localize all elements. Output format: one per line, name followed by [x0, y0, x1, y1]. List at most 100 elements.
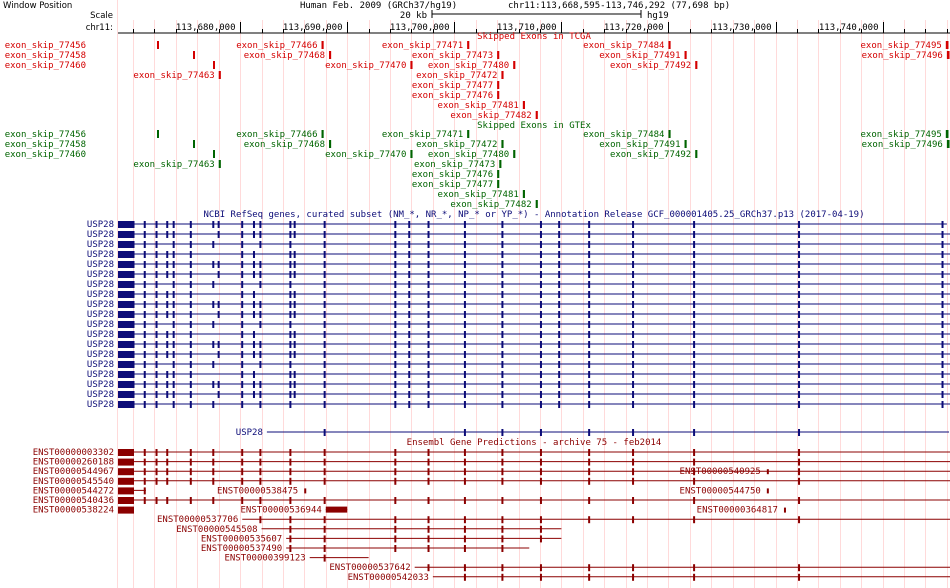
refseq-exon[interactable]: [293, 271, 296, 278]
ensembl-transcript-label[interactable]: ENST00000538475: [217, 486, 298, 496]
ensembl-exon[interactable]: [588, 468, 591, 476]
refseq-exon[interactable]: [189, 251, 192, 258]
ensembl-exon[interactable]: [289, 468, 292, 476]
refseq-gene-label[interactable]: USP28: [87, 370, 114, 380]
ensembl-exon[interactable]: [155, 468, 158, 476]
refseq-exon[interactable]: [539, 429, 542, 436]
ensembl-exon[interactable]: [323, 468, 326, 476]
refseq-exon[interactable]: [189, 351, 192, 358]
ensembl-exon[interactable]: [289, 477, 292, 485]
refseq-exon[interactable]: [259, 391, 262, 398]
refseq-exon[interactable]: [143, 241, 146, 248]
refseq-exon[interactable]: [588, 281, 591, 288]
refseq-exon[interactable]: [463, 351, 466, 358]
refseq-exon[interactable]: [143, 291, 146, 298]
refseq-exon[interactable]: [558, 291, 561, 298]
refseq-exon[interactable]: [155, 301, 158, 308]
refseq-exon[interactable]: [394, 331, 397, 338]
refseq-exon[interactable]: [289, 361, 292, 368]
refseq-exon[interactable]: [132, 341, 135, 348]
refseq-exon[interactable]: [463, 281, 466, 288]
refseq-exon[interactable]: [798, 371, 801, 378]
refseq-exon[interactable]: [172, 341, 175, 348]
refseq-gene-label[interactable]: USP28: [87, 380, 114, 390]
ensembl-exon[interactable]: [501, 497, 504, 504]
exon-skip-label[interactable]: exon_skip_77482: [450, 200, 531, 210]
exon-skip-label[interactable]: exon_skip_77484: [583, 130, 664, 140]
refseq-exon[interactable]: [427, 401, 430, 408]
refseq-exon[interactable]: [558, 271, 561, 278]
refseq-exon[interactable]: [259, 261, 262, 268]
ensembl-exon[interactable]: [632, 468, 635, 476]
refseq-exon[interactable]: [323, 271, 326, 278]
ensembl-exon[interactable]: [693, 564, 696, 572]
refseq-exon[interactable]: [217, 231, 220, 238]
refseq-exon[interactable]: [252, 261, 255, 268]
refseq-exon[interactable]: [118, 251, 134, 258]
refseq-exon[interactable]: [172, 281, 175, 288]
ensembl-exon[interactable]: [323, 516, 326, 524]
refseq-exon[interactable]: [172, 321, 175, 328]
refseq-exon[interactable]: [155, 241, 158, 248]
refseq-exon[interactable]: [798, 271, 801, 278]
ensembl-exon[interactable]: [427, 449, 430, 456]
refseq-exon[interactable]: [132, 361, 135, 368]
refseq-exon[interactable]: [289, 241, 292, 248]
exon-skip-label[interactable]: exon_skip_77456: [5, 130, 86, 140]
ensembl-exon[interactable]: [693, 477, 696, 485]
refseq-exon[interactable]: [427, 361, 430, 368]
refseq-exon[interactable]: [693, 381, 696, 388]
refseq-exon[interactable]: [394, 381, 397, 388]
refseq-exon[interactable]: [941, 311, 944, 318]
refseq-exon[interactable]: [259, 231, 262, 238]
refseq-exon[interactable]: [212, 261, 215, 268]
refseq-exon[interactable]: [323, 301, 326, 308]
refseq-gene-label[interactable]: USP28: [87, 330, 114, 340]
refseq-exon[interactable]: [155, 281, 158, 288]
refseq-exon[interactable]: [241, 301, 244, 308]
refseq-exon[interactable]: [289, 311, 292, 318]
ensembl-exon[interactable]: [166, 497, 169, 504]
refseq-exon[interactable]: [241, 381, 244, 388]
refseq-exon[interactable]: [217, 261, 220, 268]
refseq-exon[interactable]: [394, 241, 397, 248]
ensembl-transcript-label[interactable]: ENST00000542033: [348, 573, 429, 583]
exon-skip-label[interactable]: exon_skip_77477: [412, 180, 493, 190]
refseq-exon[interactable]: [155, 361, 158, 368]
refseq-exon[interactable]: [408, 301, 411, 308]
refseq-exon[interactable]: [501, 401, 504, 408]
refseq-exon[interactable]: [588, 321, 591, 328]
refseq-exon[interactable]: [241, 391, 244, 398]
refseq-exon[interactable]: [539, 381, 542, 388]
refseq-exon[interactable]: [289, 381, 292, 388]
exon-skip-feature[interactable]: [695, 150, 698, 158]
exon-skip-label[interactable]: exon_skip_77492: [610, 150, 691, 160]
exon-skip-label[interactable]: exon_skip_77492: [610, 61, 691, 71]
refseq-exon[interactable]: [463, 321, 466, 328]
refseq-exon[interactable]: [941, 351, 944, 358]
refseq-exon[interactable]: [539, 251, 542, 258]
refseq-exon[interactable]: [323, 351, 326, 358]
ensembl-exon[interactable]: [693, 458, 696, 466]
refseq-exon[interactable]: [172, 241, 175, 248]
refseq-exon[interactable]: [941, 221, 944, 228]
refseq-exon[interactable]: [588, 391, 591, 398]
refseq-exon[interactable]: [259, 311, 262, 318]
refseq-exon[interactable]: [252, 251, 255, 258]
refseq-exon[interactable]: [394, 341, 397, 348]
refseq-exon[interactable]: [289, 251, 292, 258]
refseq-exon[interactable]: [408, 401, 411, 408]
refseq-exon[interactable]: [143, 361, 146, 368]
refseq-gene-label[interactable]: USP28: [87, 230, 114, 240]
exon-skip-label[interactable]: exon_skip_77466: [236, 130, 317, 140]
refseq-exon[interactable]: [172, 351, 175, 358]
ensembl-exon[interactable]: [539, 449, 542, 456]
refseq-exon[interactable]: [539, 291, 542, 298]
refseq-exon[interactable]: [166, 331, 169, 338]
refseq-exon[interactable]: [259, 241, 262, 248]
refseq-exon[interactable]: [155, 251, 158, 258]
refseq-exon[interactable]: [143, 331, 146, 338]
refseq-exon[interactable]: [132, 301, 135, 308]
refseq-exon[interactable]: [693, 361, 696, 368]
exon-skip-label[interactable]: exon_skip_77470: [325, 61, 406, 71]
